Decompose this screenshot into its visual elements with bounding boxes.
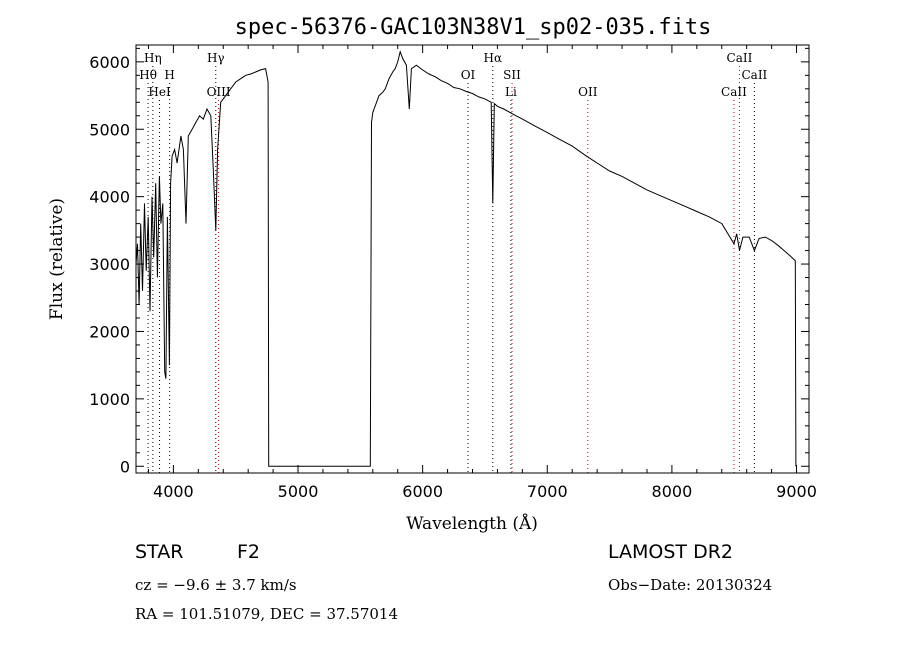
line-marker-label: Hα xyxy=(484,51,503,65)
chart-title: spec-56376-GAC103N38V1_sp02-035.fits xyxy=(235,15,712,40)
x-tick-label: 8000 xyxy=(652,482,693,501)
x-tick-label: 6000 xyxy=(402,482,443,501)
line-marker-label: CaII xyxy=(727,51,753,65)
redshift-cz: cz = −9.6 ± 3.7 km/s xyxy=(135,576,297,594)
x-tick-label: 7000 xyxy=(527,482,568,501)
y-axis-ticks: 0 1000 2000 3000 4000 5000 6000 xyxy=(89,47,809,476)
x-axis-label: Wavelength (Å) xyxy=(406,513,538,534)
line-marker-label: CaII xyxy=(721,85,747,99)
y-tick-label: 2000 xyxy=(89,322,130,341)
spectrum-series-line xyxy=(135,49,797,467)
line-marker-label: HeI xyxy=(148,85,171,99)
x-tick-label: 4000 xyxy=(153,482,194,501)
y-tick-label: 3000 xyxy=(89,255,130,274)
line-marker-label: OI xyxy=(461,68,476,82)
y-tick-label: 1000 xyxy=(89,390,130,409)
y-tick-label: 5000 xyxy=(89,120,130,139)
spectral-line-markers xyxy=(147,66,755,473)
spectral-line-labels: Hη Hθ H HeI Hγ OIII Hα OI SII Li OII CaII CaII CaII xyxy=(139,51,767,99)
object-class: STAR xyxy=(135,541,183,563)
survey-name: LAMOST DR2 xyxy=(608,541,733,563)
line-marker-label: Hη xyxy=(144,51,162,65)
line-marker-label: OII xyxy=(578,85,598,99)
x-axis-ticks: 4000 5000 6000 7000 8000 9000 xyxy=(147,45,817,501)
y-tick-label: 4000 xyxy=(89,188,130,207)
x-tick-label: 9000 xyxy=(776,482,817,501)
line-marker-label: H xyxy=(164,68,174,82)
observation-date: Obs−Date: 20130324 xyxy=(608,576,772,594)
x-tick-label: 5000 xyxy=(278,482,319,501)
y-tick-label: 6000 xyxy=(89,53,130,72)
line-marker-label: OIII xyxy=(207,85,231,99)
y-tick-label: 0 xyxy=(120,457,130,476)
line-marker-label: SII xyxy=(503,68,521,82)
line-marker-label: CaII xyxy=(741,68,767,82)
line-marker-label: Hγ xyxy=(207,51,225,65)
line-marker-label: Hθ xyxy=(139,68,157,82)
coordinates: RA = 101.51079, DEC = 37.57014 xyxy=(135,605,398,623)
object-subclass: F2 xyxy=(237,541,260,563)
y-axis-label: Flux (relative) xyxy=(47,198,67,320)
line-marker-label: Li xyxy=(505,85,517,99)
plot-frame xyxy=(135,44,810,474)
